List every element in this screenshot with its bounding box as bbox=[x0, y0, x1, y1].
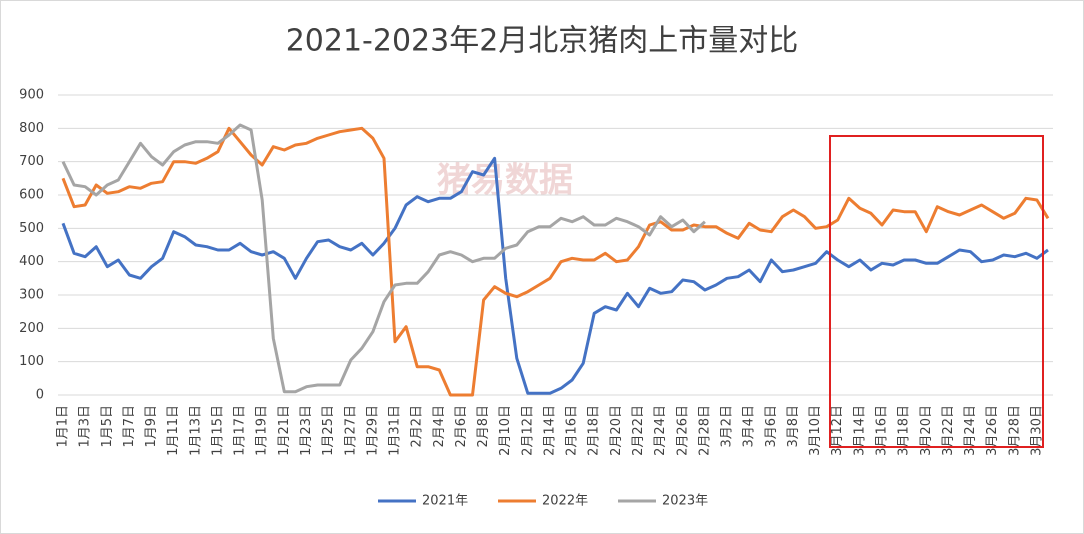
x-tick-label: 1月11日 bbox=[166, 405, 181, 456]
x-tick-label: 3月24日 bbox=[963, 405, 978, 456]
legend-label: 2022年 bbox=[542, 494, 588, 509]
x-tick-label: 3月4日 bbox=[742, 405, 757, 448]
x-tick-label: 3月10日 bbox=[808, 405, 823, 456]
y-tick-label: 500 bbox=[19, 221, 44, 236]
legend: 2021年 2022年 2023年 bbox=[378, 494, 708, 509]
x-tick-label: 1月1日 bbox=[56, 405, 71, 448]
grid: 0 100 200 300 400 500 600 700 800 900 1月1日 1月3日 1月5日… bbox=[19, 88, 1053, 456]
y-tick-label: 0 bbox=[36, 388, 44, 403]
x-tick-label: 1月25日 bbox=[321, 405, 336, 456]
x-tick-label: 1月3日 bbox=[78, 405, 93, 448]
x-tick-label: 2月18日 bbox=[587, 405, 602, 456]
x-tick-label: 1月17日 bbox=[233, 405, 248, 456]
y-tick-label: 400 bbox=[19, 254, 44, 269]
x-tick-label: 2月4日 bbox=[432, 405, 447, 448]
series-line bbox=[61, 126, 1050, 397]
lines bbox=[61, 123, 1050, 397]
x-tick-label: 1月31日 bbox=[388, 405, 403, 456]
x-tick-label: 1月15日 bbox=[210, 405, 225, 456]
x-tick-label: 3月26日 bbox=[985, 405, 1000, 456]
x-tick-label: 3月2日 bbox=[720, 405, 735, 448]
x-tick-label: 3月16日 bbox=[874, 405, 889, 456]
x-tick-label: 3月20日 bbox=[919, 405, 934, 456]
x-tick-label: 3月22日 bbox=[941, 405, 956, 456]
x-tick-label: 1月5日 bbox=[100, 405, 115, 448]
x-tick-label: 2月16日 bbox=[565, 405, 580, 456]
x-tick-label: 1月27日 bbox=[343, 405, 358, 456]
x-tick-label: 2月8日 bbox=[476, 405, 491, 448]
y-tick-label: 900 bbox=[19, 88, 44, 103]
x-tick-label: 3月6日 bbox=[764, 405, 779, 448]
x-tick-label: 3月14日 bbox=[852, 405, 867, 456]
x-tick-label: 1月21日 bbox=[277, 405, 292, 456]
x-tick-label: 1月19日 bbox=[255, 405, 270, 456]
x-tick-label: 3月28日 bbox=[1007, 405, 1022, 456]
x-tick-label: 2月28日 bbox=[697, 405, 712, 456]
legend-label: 2023年 bbox=[662, 494, 708, 509]
x-tick-label: 2月12日 bbox=[520, 405, 535, 456]
x-tick-label: 3月18日 bbox=[897, 405, 912, 456]
highlight-box bbox=[829, 135, 1044, 448]
x-tick-label: 1月13日 bbox=[188, 405, 203, 456]
x-tick-label: 2月2日 bbox=[410, 405, 425, 448]
x-tick-label: 1月29日 bbox=[365, 405, 380, 456]
x-tick-label: 3月8日 bbox=[786, 405, 801, 448]
x-tick-label: 1月23日 bbox=[299, 405, 314, 456]
y-tick-label: 800 bbox=[19, 121, 44, 136]
x-tick-label: 2月6日 bbox=[454, 405, 469, 448]
x-tick-label: 2月26日 bbox=[675, 405, 690, 456]
y-tick-label: 200 bbox=[19, 321, 44, 336]
x-tick-label: 2月14日 bbox=[542, 405, 557, 456]
y-tick-label: 300 bbox=[19, 288, 44, 303]
x-tick-label: 2月20日 bbox=[609, 405, 624, 456]
series-line bbox=[61, 123, 706, 394]
x-tick-label: 3月30日 bbox=[1029, 405, 1044, 456]
x-tick-label: 2月24日 bbox=[653, 405, 668, 456]
chart-title: 2021-2023年2月北京猪肉上市量对比 bbox=[286, 24, 799, 59]
x-tick-label: 2月22日 bbox=[631, 405, 646, 456]
x-tick-label: 3月12日 bbox=[830, 405, 845, 456]
y-tick-label: 100 bbox=[19, 354, 44, 369]
x-tick-label: 1月9日 bbox=[144, 405, 159, 448]
x-tick-label: 1月7日 bbox=[122, 405, 137, 448]
series-line bbox=[61, 156, 1049, 395]
legend-label: 2021年 bbox=[422, 494, 468, 509]
x-tick-label: 2月10日 bbox=[498, 405, 513, 456]
y-tick-label: 700 bbox=[19, 154, 44, 169]
y-tick-label: 600 bbox=[19, 188, 44, 203]
